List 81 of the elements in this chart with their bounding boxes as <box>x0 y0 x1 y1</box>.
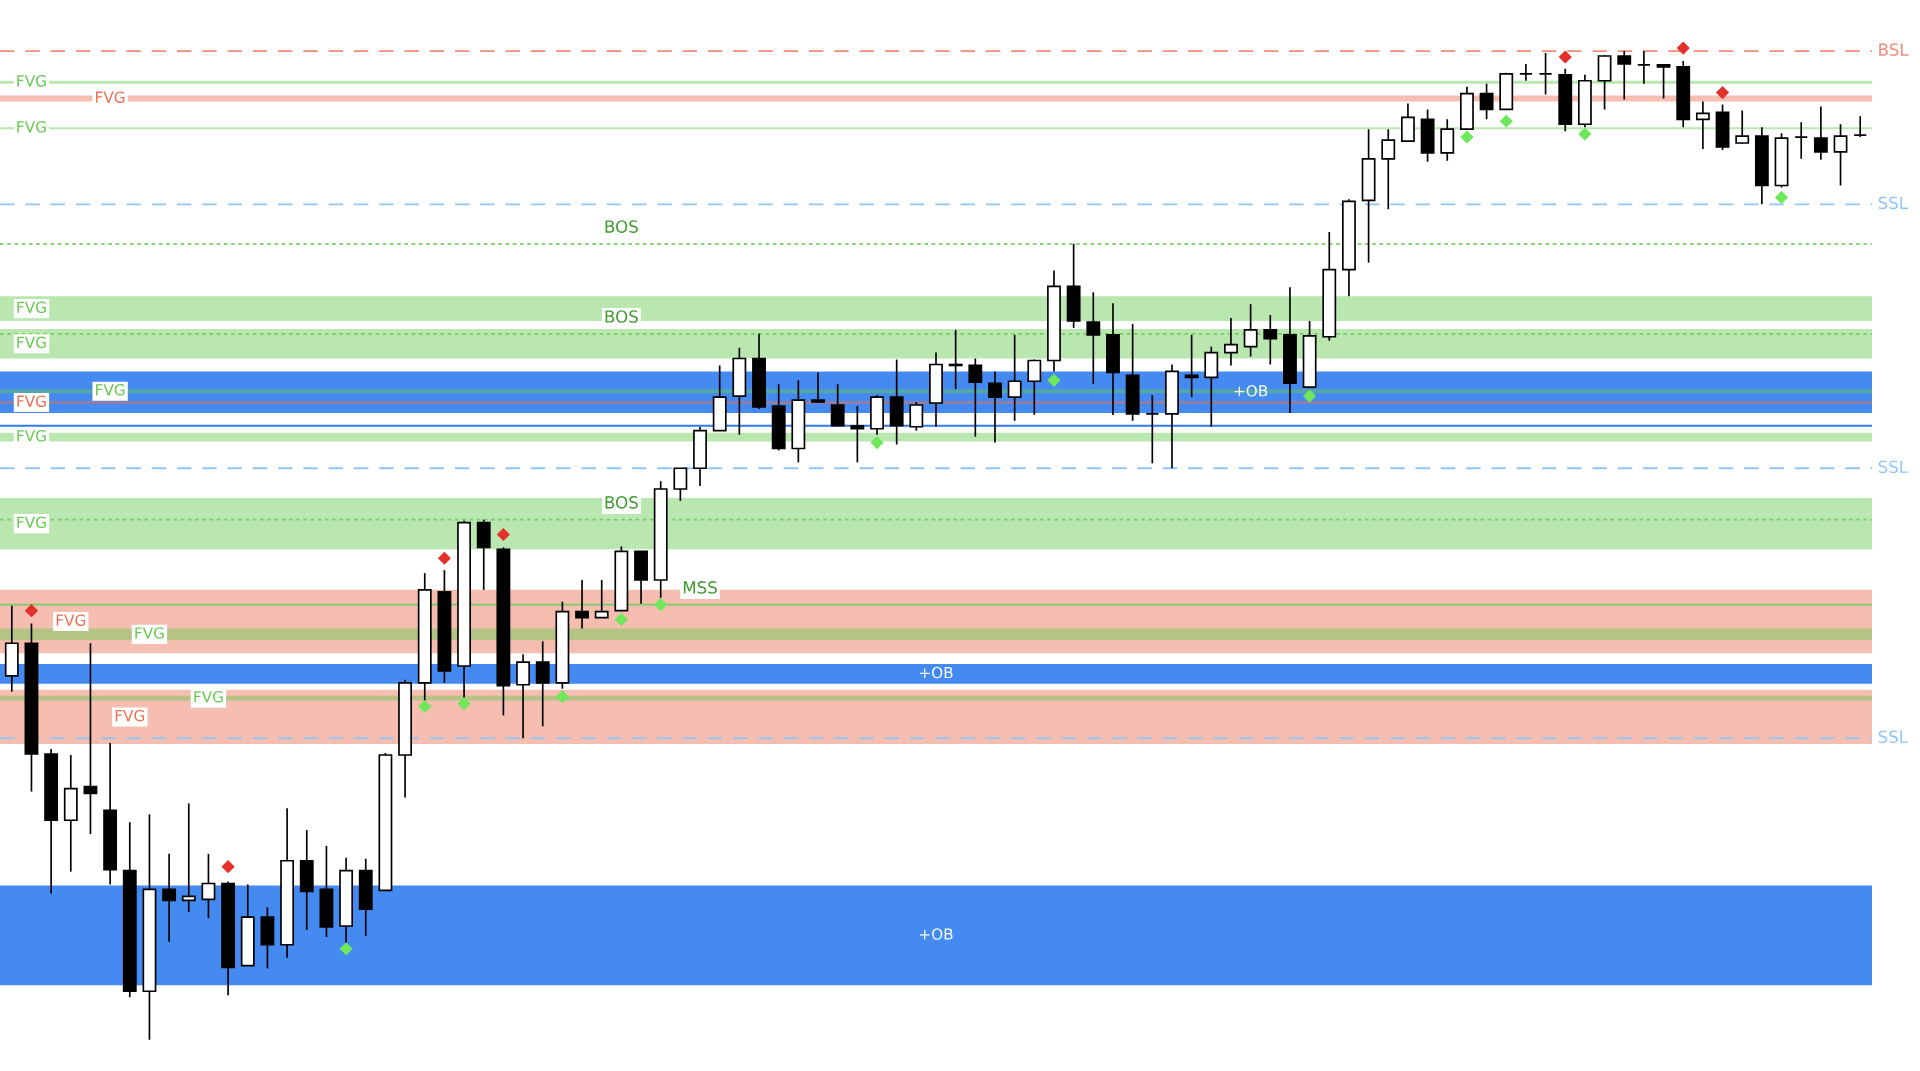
point <box>1774 190 1789 204</box>
band-label: FVG <box>17 336 46 349</box>
ref-line-label: BOS <box>605 220 638 233</box>
candlestick <box>181 802 196 913</box>
candlestick <box>575 579 589 630</box>
candlestick <box>1853 115 1868 138</box>
candlestick <box>1813 105 1828 161</box>
candlestick <box>1479 82 1494 121</box>
candlestick <box>594 579 609 619</box>
candlestick <box>1401 102 1415 142</box>
candlestick <box>1735 109 1750 145</box>
candlestick <box>516 653 530 740</box>
candlestick <box>673 467 688 502</box>
candlestick <box>811 371 825 404</box>
candlestick <box>988 370 1002 444</box>
point <box>339 942 353 956</box>
candlestick <box>1007 333 1022 422</box>
band-label: FVG <box>17 430 46 442</box>
candlestick <box>1086 291 1101 386</box>
ref-line-label: BOS <box>605 496 638 509</box>
ref-line-label: MSS <box>683 581 717 594</box>
candlestick <box>1636 50 1651 85</box>
candlestick <box>1695 100 1710 150</box>
ref-line-label: BSL <box>1879 43 1909 56</box>
point <box>614 612 628 627</box>
band-label: FVG <box>96 384 125 396</box>
candlestick <box>201 852 216 919</box>
candlestick <box>909 401 924 432</box>
candlestick <box>1656 64 1671 100</box>
point <box>1047 373 1061 387</box>
band-label: FVG <box>194 691 223 703</box>
band-label: FVG <box>17 121 46 133</box>
band-label: FVG <box>135 627 164 639</box>
candlestick <box>1381 128 1396 211</box>
candlestick <box>1538 52 1553 96</box>
point <box>496 527 510 542</box>
point <box>1558 50 1572 64</box>
band-label: FVG <box>115 709 145 722</box>
ref-line-label: SSL <box>1878 460 1908 474</box>
band-label: +OB <box>919 666 953 679</box>
candlestick <box>1617 50 1632 101</box>
point <box>1460 130 1474 144</box>
candlestick <box>830 383 845 427</box>
band-label: +OB <box>1234 385 1268 397</box>
point <box>1499 114 1513 128</box>
band-label: FVG <box>17 516 46 529</box>
point <box>870 435 884 450</box>
candlestick <box>1794 121 1809 160</box>
candlestick <box>1833 123 1848 187</box>
point <box>24 604 39 618</box>
point <box>418 699 432 714</box>
candlestick <box>1224 317 1238 367</box>
band-label: FVG <box>17 301 46 314</box>
band-label: FVG <box>17 75 46 87</box>
candlestick <box>83 642 98 835</box>
band-label: FVG <box>96 91 125 103</box>
candlestick <box>1263 314 1278 366</box>
point <box>221 860 235 874</box>
candlestick <box>1027 358 1042 416</box>
point <box>457 696 471 711</box>
point <box>654 598 668 612</box>
point <box>1676 41 1690 55</box>
band-label: +OB <box>919 928 953 940</box>
candlestick <box>1440 118 1455 162</box>
candlestick <box>850 405 865 464</box>
point <box>1303 389 1317 403</box>
point <box>555 690 569 704</box>
candlestick <box>1243 303 1258 358</box>
ref-line-label: SSL <box>1878 730 1908 743</box>
candlestick <box>162 852 177 943</box>
candlestick <box>535 640 550 728</box>
point <box>437 551 451 565</box>
candlestick <box>1145 394 1160 465</box>
band-label: FVG <box>56 614 86 626</box>
ref-line-label: BOS <box>605 310 638 323</box>
candlestick <box>1518 63 1533 82</box>
band-label: FVG <box>17 395 46 407</box>
point <box>1578 127 1592 141</box>
point <box>1715 86 1730 100</box>
ref-line-label: SSL <box>1878 196 1908 210</box>
candlestick <box>968 357 983 438</box>
